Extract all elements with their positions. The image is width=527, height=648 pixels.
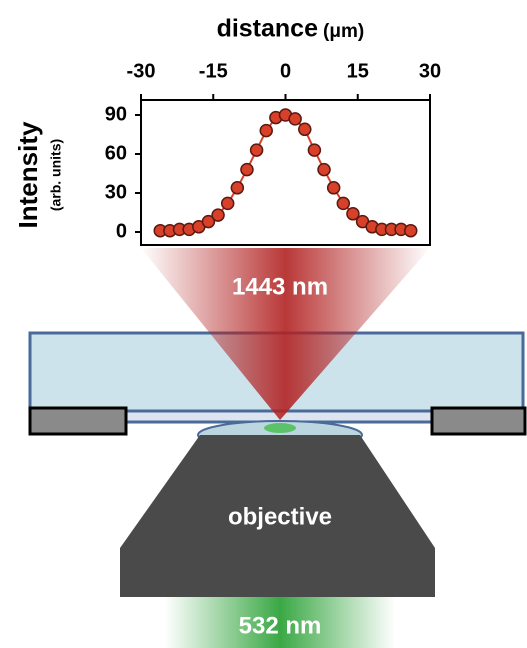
- data-point: [328, 182, 340, 194]
- x-tick-label: 30: [419, 60, 441, 82]
- y-tick-label: 30: [105, 181, 127, 203]
- focus-spot: [264, 423, 296, 433]
- y-axis-unit: (arb. units): [48, 139, 64, 211]
- y-tick-label: 60: [105, 142, 127, 164]
- y-tick-label: 0: [116, 220, 127, 242]
- x-tick-label: -30: [127, 60, 156, 82]
- data-point: [405, 225, 417, 237]
- data-point: [231, 182, 243, 194]
- spacer: [432, 408, 525, 434]
- y-axis-title: Intensity: [13, 121, 43, 228]
- data-point: [289, 113, 301, 125]
- data-point: [337, 197, 349, 209]
- x-tick-label: -15: [199, 60, 228, 82]
- data-point: [260, 125, 272, 137]
- x-tick-label: 15: [347, 60, 369, 82]
- x-axis-title: distance: [217, 15, 319, 43]
- data-point: [251, 144, 263, 156]
- figure: 1443 nm objective 532 nm distance (μm) I…: [0, 0, 527, 648]
- emission-label: 1443 nm: [232, 273, 328, 300]
- x-axis-unit: (μm): [323, 21, 364, 42]
- data-point: [318, 164, 330, 176]
- data-point: [212, 209, 224, 221]
- data-point: [299, 123, 311, 135]
- data-point: [222, 197, 234, 209]
- data-point: [308, 144, 320, 156]
- spacer: [30, 408, 126, 434]
- data-point: [241, 164, 253, 176]
- objective-label: objective: [228, 503, 332, 530]
- y-tick-label: 90: [105, 103, 127, 125]
- excitation-label: 532 nm: [239, 612, 322, 639]
- x-tick-label: 0: [280, 60, 291, 82]
